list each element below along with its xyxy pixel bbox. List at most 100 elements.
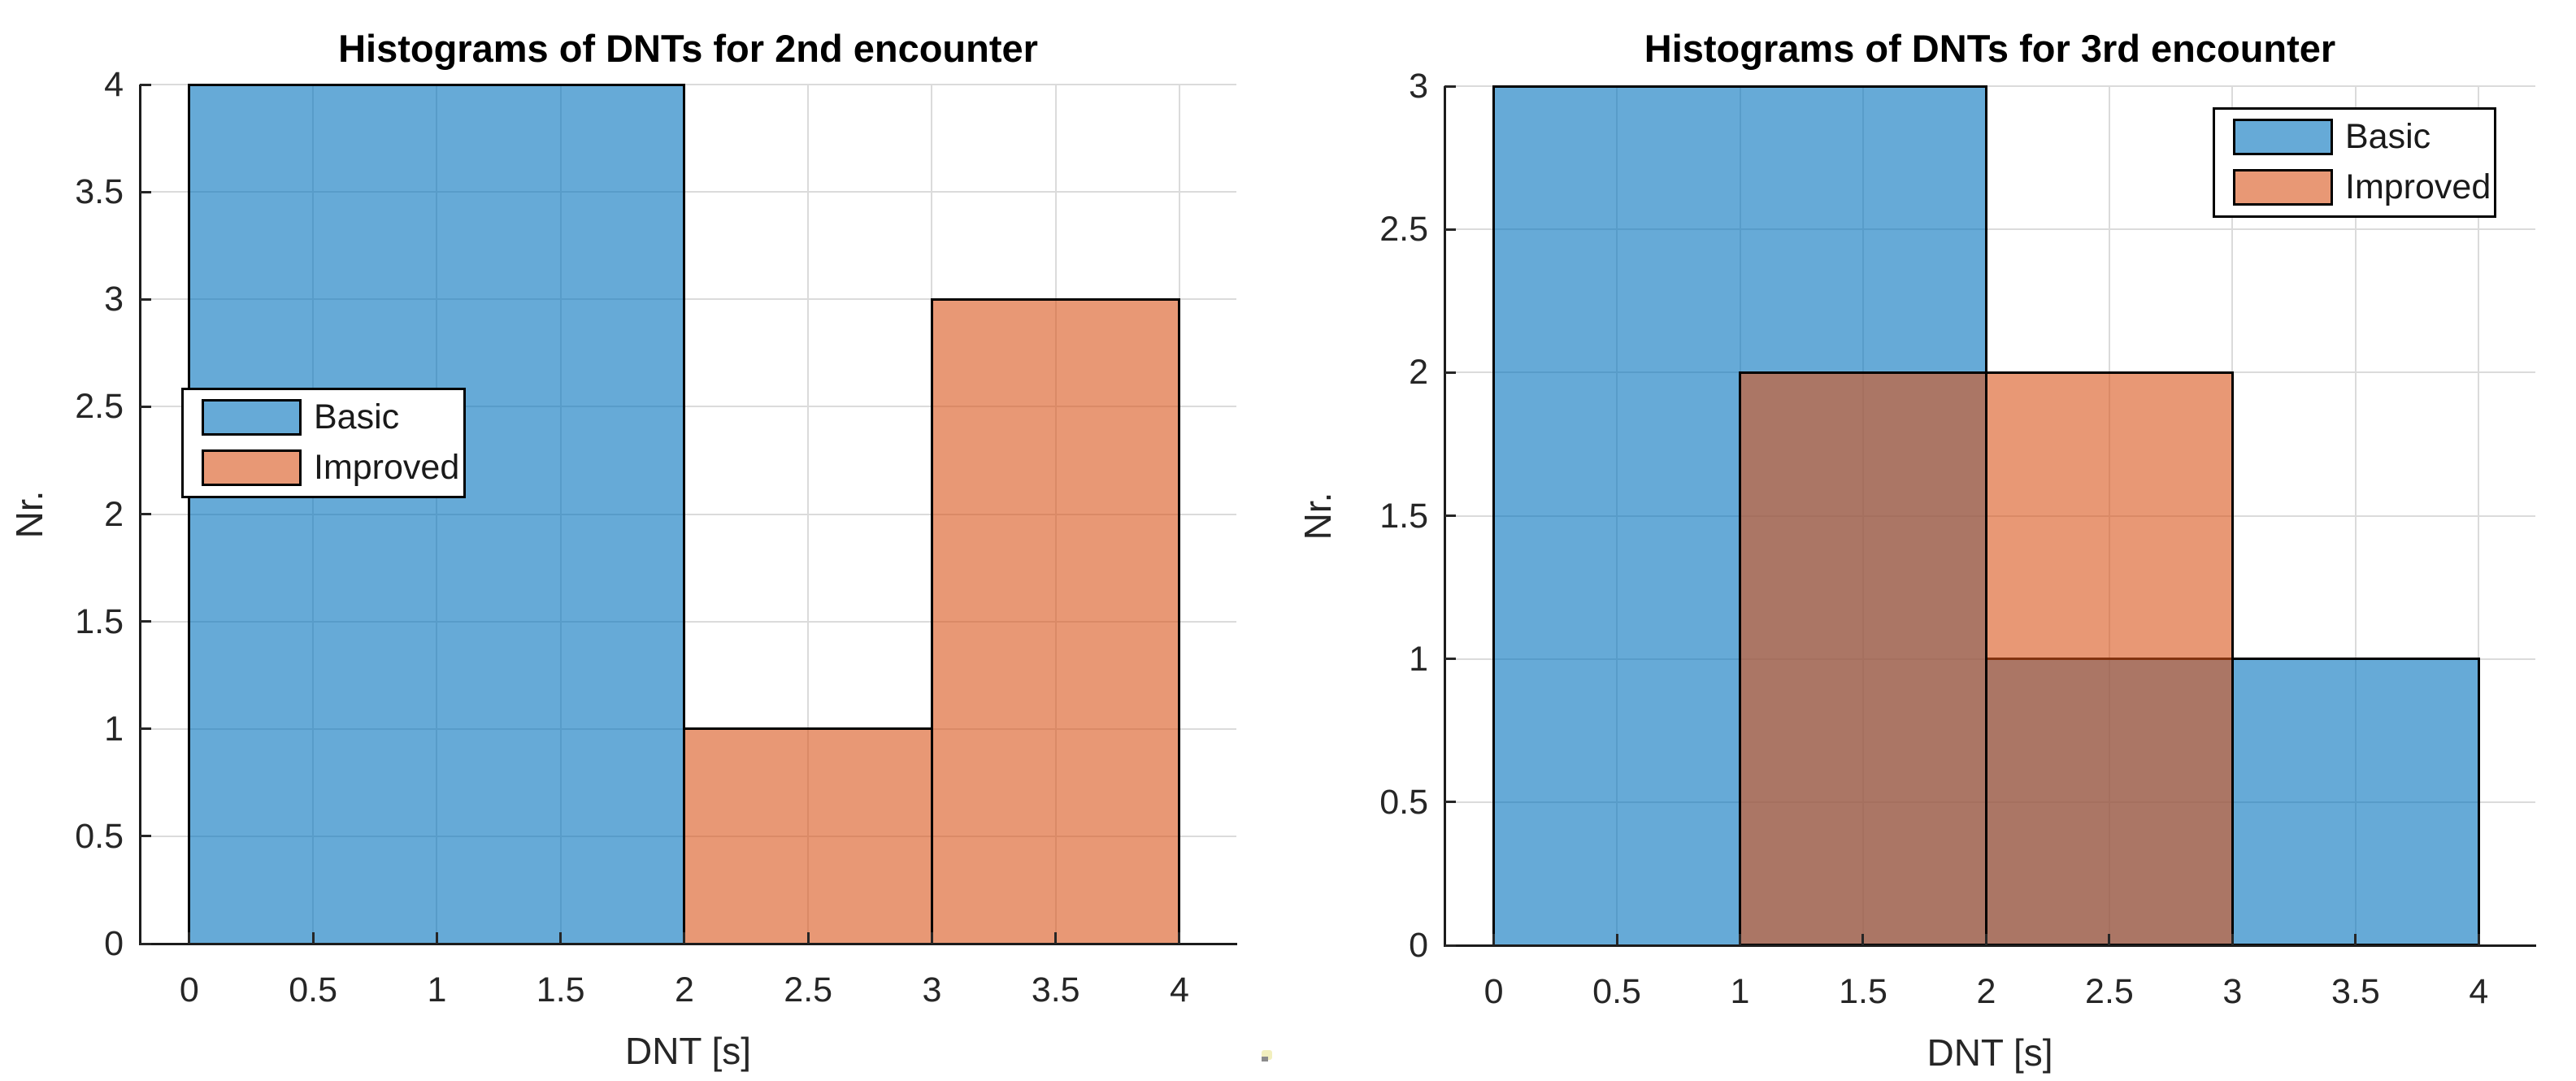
- histogram-bar-basic: [2231, 658, 2480, 947]
- y-tick-mark: [1444, 85, 1456, 88]
- legend-swatch-improved: [202, 449, 302, 486]
- x-tick-label: 1.5: [536, 970, 585, 1009]
- x-tick-mark: [1054, 932, 1058, 944]
- x-tick-mark: [311, 932, 315, 944]
- x-tick-label: 3: [922, 970, 942, 1009]
- y-tick-mark: [140, 83, 151, 86]
- x-tick-label: 3.5: [2331, 972, 2380, 1011]
- legend-swatch-improved: [2233, 169, 2333, 206]
- y-tick-mark: [1444, 658, 1456, 661]
- y-tick-mark: [1444, 514, 1456, 517]
- x-tick-label: 1.5: [1839, 972, 1887, 1011]
- chart-3rd-encounter: Histograms of DNTs for 3rd encounter DNT…: [1288, 0, 2576, 1081]
- y-tick-label: 0: [1409, 926, 1428, 965]
- chart-title: Histograms of DNTs for 3rd encounter: [1644, 27, 2336, 70]
- plot-area: [1444, 85, 2536, 947]
- y-tick-mark: [1444, 801, 1456, 804]
- y-tick-mark: [1444, 944, 1456, 947]
- y-tick-mark: [140, 513, 151, 515]
- chart-title: Histograms of DNTs for 2nd encounter: [338, 27, 1038, 70]
- y-tick-label: 2: [104, 494, 124, 534]
- x-tick-mark: [2354, 934, 2357, 945]
- y-tick-mark: [140, 727, 151, 731]
- y-tick-mark: [140, 190, 151, 193]
- y-tick-label: 3.5: [75, 172, 124, 212]
- x-tick-label: 0: [1483, 972, 1504, 1011]
- y-tick-mark: [1444, 371, 1456, 374]
- legend-swatch-basic: [202, 399, 302, 436]
- y-tick-label: 4: [104, 65, 124, 104]
- x-tick-mark: [806, 932, 810, 944]
- x-tick-label: 2.5: [784, 970, 833, 1009]
- gridline-y: [1444, 85, 2535, 87]
- x-tick-mark: [188, 932, 191, 944]
- x-tick-label: 2: [1976, 972, 1996, 1011]
- legend-box: Basic Improved: [181, 388, 466, 498]
- gridline-y: [140, 298, 1236, 301]
- y-tick-label: 0.5: [75, 816, 124, 856]
- gridline-y: [140, 406, 1236, 408]
- x-tick-label: 2.5: [2085, 972, 2134, 1011]
- x-tick-mark: [1984, 934, 1987, 945]
- legend-label-improved: Improved: [2345, 167, 2491, 206]
- y-tick-mark: [140, 835, 151, 838]
- y-tick-mark: [140, 405, 151, 408]
- x-tick-mark: [1492, 934, 1496, 945]
- histogram-bar-improved: [683, 727, 933, 945]
- y-tick-mark: [140, 297, 151, 301]
- x-tick-mark: [1178, 932, 1181, 944]
- y-tick-mark: [140, 620, 151, 623]
- chart-2nd-encounter: Histograms of DNTs for 2nd encounter DNT…: [8, 27, 1237, 1072]
- legend-box: Basic Improved: [2213, 107, 2496, 218]
- y-tick-label: 2: [1409, 353, 1428, 393]
- legend-swatch-basic: [2233, 119, 2333, 155]
- y-tick-label: 0.5: [1379, 782, 1428, 822]
- y-tick-label: 1: [104, 709, 124, 749]
- x-tick-label: 1: [1730, 972, 1750, 1011]
- cursor-artifact-shadow: [1262, 1057, 1268, 1061]
- y-tick-mark: [140, 942, 151, 945]
- histogram-bar-improved: [1739, 371, 1987, 947]
- x-tick-mark: [559, 932, 563, 944]
- x-tick-mark: [1861, 934, 1865, 945]
- histogram-bar-improved: [930, 297, 1181, 945]
- y-tick-mark: [1444, 228, 1456, 231]
- x-tick-label: 2: [674, 970, 694, 1009]
- y-tick-label: 1: [1409, 639, 1428, 679]
- x-axis-label: DNT [s]: [1927, 1031, 2053, 1074]
- gridline-y: [1444, 228, 2535, 231]
- x-tick-label: 3: [2222, 972, 2243, 1011]
- x-axis-label: DNT [s]: [624, 1030, 752, 1072]
- x-tick-mark: [2231, 934, 2234, 945]
- legend-label-improved: Improved: [314, 448, 460, 487]
- x-tick-mark: [1739, 934, 1742, 945]
- x-tick-label: 0: [179, 970, 199, 1009]
- y-tick-label: 1.5: [1379, 496, 1428, 536]
- x-tick-label: 0.5: [1592, 972, 1641, 1011]
- x-tick-label: 1: [427, 970, 447, 1009]
- legend-label-basic: Basic: [314, 397, 400, 436]
- y-tick-label: 2.5: [75, 387, 124, 427]
- x-tick-label: 4: [1169, 970, 1189, 1009]
- y-tick-label: 1.5: [75, 601, 124, 641]
- gridline-y: [140, 191, 1236, 193]
- x-tick-label: 3.5: [1031, 970, 1080, 1009]
- y-tick-label: 3: [104, 280, 124, 319]
- gridline-y: [140, 620, 1236, 623]
- x-tick-mark: [2108, 934, 2111, 945]
- histogram-bar-improved: [1984, 371, 2234, 947]
- x-tick-label: 4: [2469, 972, 2489, 1011]
- y-tick-label: 0: [104, 924, 124, 963]
- x-tick-mark: [1615, 934, 1618, 945]
- x-tick-label: 0.5: [289, 970, 338, 1009]
- x-tick-mark: [930, 932, 933, 944]
- plot-area: [139, 83, 1237, 945]
- x-axis-spine: [139, 942, 1237, 945]
- legend-label-basic: Basic: [2345, 117, 2431, 156]
- y-tick-label: 3: [1409, 67, 1428, 106]
- y-tick-label: 2.5: [1379, 210, 1428, 250]
- x-tick-mark: [683, 932, 686, 944]
- x-tick-mark: [2477, 934, 2480, 945]
- histogram-bar-basic: [188, 83, 686, 945]
